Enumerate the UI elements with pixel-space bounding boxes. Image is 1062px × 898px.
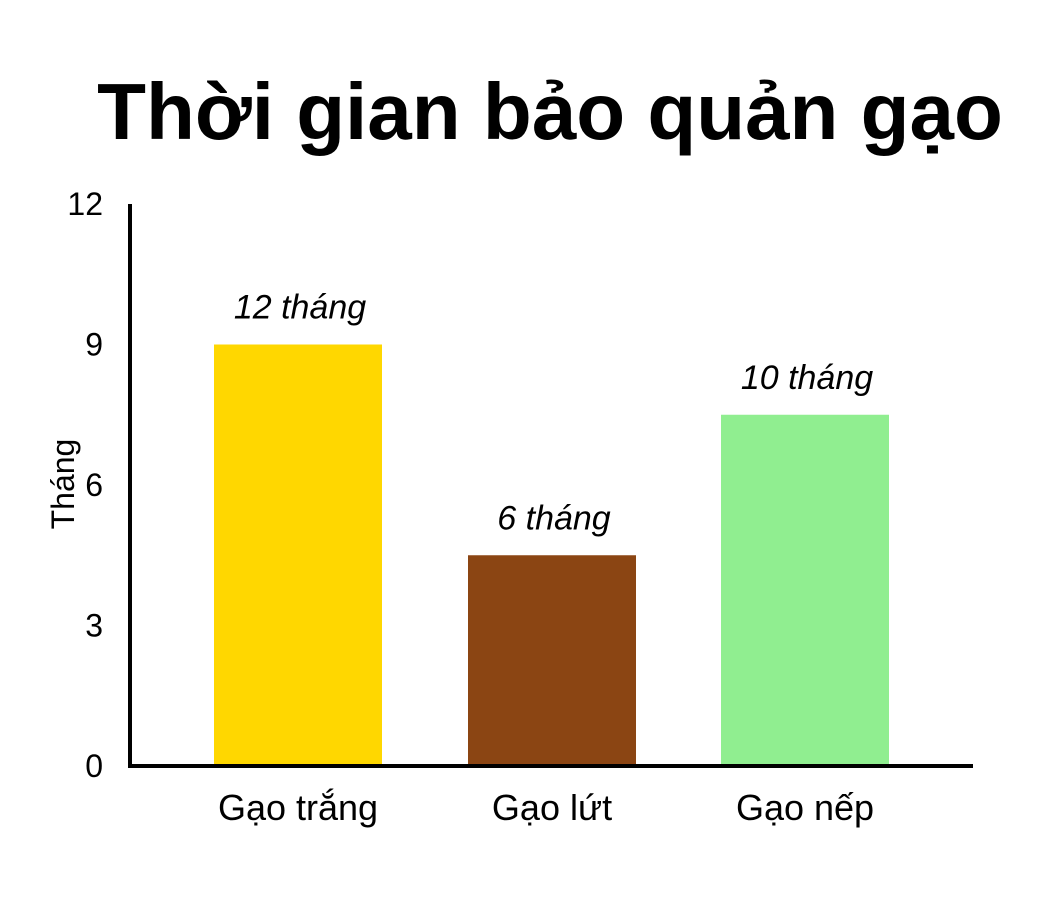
x-category-label: Gạo trắng	[218, 787, 378, 828]
y-tick-label: 6	[85, 467, 103, 503]
y-tick-label: 0	[85, 748, 103, 784]
bars-layer	[214, 344, 889, 766]
y-tick-label: 12	[67, 186, 103, 222]
bar-data-label: 6 tháng	[497, 499, 611, 537]
x-category-label: Gạo lứt	[492, 787, 612, 828]
bar-2	[468, 555, 636, 766]
bar-data-label: 10 tháng	[741, 359, 873, 397]
y-tick-label: 3	[85, 608, 103, 644]
y-tick-label: 9	[85, 327, 103, 363]
bar-1	[214, 344, 382, 766]
bar-data-label: 12 tháng	[234, 289, 366, 327]
bar-3	[721, 414, 889, 766]
y-axis-ticks: 0 3 6 9 12	[67, 186, 103, 784]
data-labels-layer: 12 tháng 6 tháng 10 tháng	[234, 289, 873, 538]
x-category-label: Gạo nếp	[736, 787, 874, 828]
chart-title: Thời gian bảo quản gạo	[97, 67, 1003, 156]
y-axis-title: Tháng	[45, 439, 81, 530]
x-axis-labels: Gạo trắng Gạo lứt Gạo nếp	[218, 787, 874, 828]
